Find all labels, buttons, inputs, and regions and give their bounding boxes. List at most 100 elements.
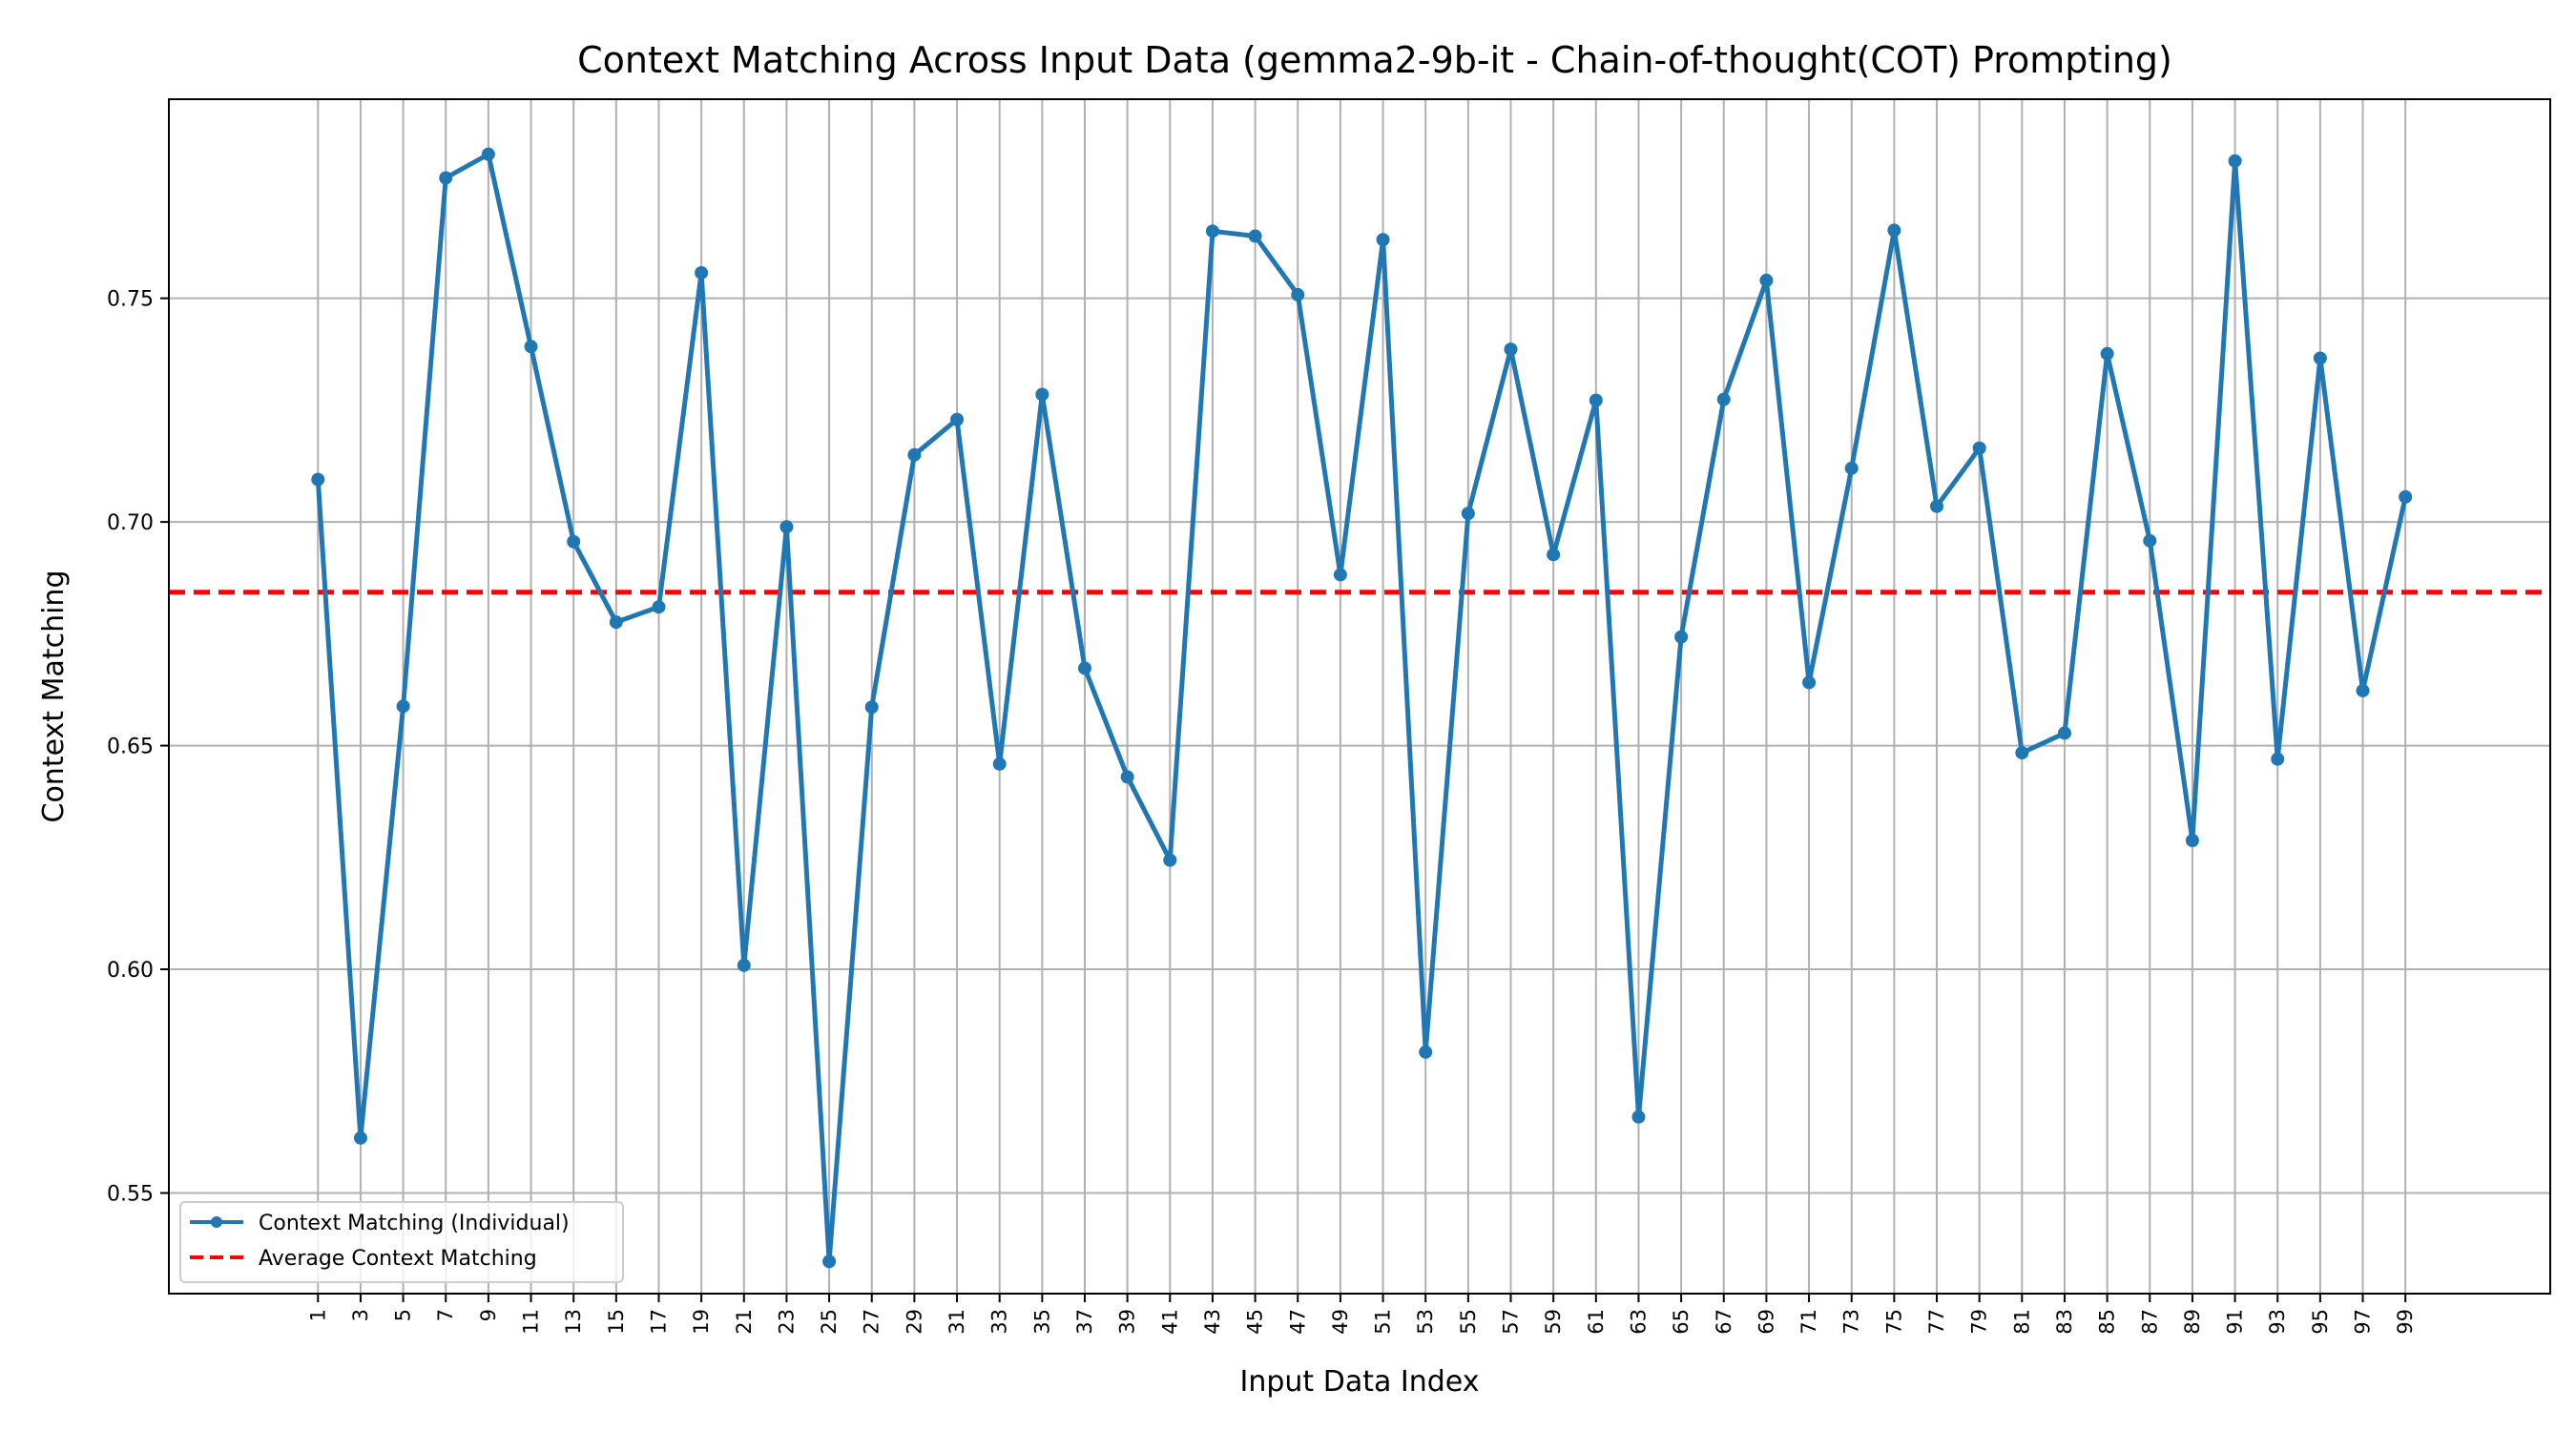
x-tick-label: 99 — [2394, 1309, 2417, 1335]
plot-frame — [168, 98, 2551, 1295]
x-tick-label: 21 — [733, 1309, 756, 1335]
x-tick-label: 13 — [562, 1309, 585, 1335]
x-tick-label: 1 — [306, 1309, 329, 1321]
data-point — [1333, 568, 1347, 582]
data-point — [1078, 661, 1091, 675]
data-point — [524, 340, 538, 354]
x-tick-label: 49 — [1329, 1309, 1352, 1335]
x-tick-label: 55 — [1457, 1309, 1480, 1335]
data-point — [1589, 393, 1603, 407]
x-tick-label: 41 — [1158, 1309, 1181, 1335]
data-point — [822, 1255, 837, 1269]
y-axis-label: Context Matching — [37, 570, 71, 823]
legend: Context Matching (Individual) Average Co… — [179, 1201, 624, 1283]
data-point — [1631, 1110, 1646, 1124]
legend-series-marker — [211, 1216, 222, 1228]
data-point — [1419, 1045, 1433, 1059]
x-tick-label: 15 — [605, 1309, 628, 1335]
x-tick-label: 27 — [861, 1309, 883, 1335]
x-tick-label: 71 — [1797, 1309, 1820, 1335]
data-point — [907, 447, 922, 462]
x-tick-label: 25 — [818, 1309, 841, 1335]
data-point — [2143, 533, 2157, 548]
series-layer — [311, 147, 2413, 1269]
x-tick-label: 61 — [1585, 1309, 1608, 1335]
series-line — [315, 152, 2408, 1264]
y-tick-label: 0.70 — [107, 511, 154, 535]
data-point — [1163, 853, 1177, 867]
x-tick-label: 89 — [2181, 1309, 2204, 1335]
data-point — [1248, 229, 1262, 243]
legend-series-label: Context Matching (Individual) — [259, 1212, 570, 1235]
data-point — [2356, 683, 2370, 697]
data-point — [1887, 223, 1901, 238]
x-tick-label: 51 — [1372, 1309, 1395, 1335]
x-tick-label: 53 — [1414, 1309, 1437, 1335]
data-point — [353, 1130, 367, 1145]
x-tick-label: 39 — [1116, 1309, 1139, 1335]
data-point — [737, 958, 751, 972]
data-point — [1205, 224, 1219, 238]
data-point — [2228, 154, 2242, 168]
data-point — [1035, 387, 1049, 402]
data-point — [2313, 351, 2327, 365]
x-tick-label: 67 — [1713, 1309, 1735, 1335]
y-axis-ticks: 0.55 0.60 0.65 0.70 0.75 — [107, 288, 169, 1206]
data-point — [1844, 461, 1859, 475]
y-tick-label: 0.55 — [107, 1182, 154, 1206]
x-tick-label: 31 — [945, 1309, 968, 1335]
data-point — [2100, 346, 2114, 361]
x-tick-label: 57 — [1500, 1309, 1523, 1335]
y-tick-label: 0.75 — [107, 288, 154, 312]
data-point — [992, 757, 1007, 771]
x-tick-label: 33 — [988, 1309, 1011, 1335]
data-point — [1461, 507, 1475, 521]
x-tick-label: 93 — [2266, 1309, 2289, 1335]
x-tick-label: 91 — [2224, 1309, 2247, 1335]
data-point — [1547, 548, 1561, 562]
x-tick-label: 43 — [1201, 1309, 1224, 1335]
y-tick-label: 0.60 — [107, 959, 154, 983]
legend-average-label: Average Context Matching — [259, 1247, 537, 1271]
data-point — [2185, 833, 2199, 847]
data-point — [652, 600, 666, 614]
x-tick-label: 85 — [2096, 1309, 2119, 1335]
x-tick-label: 37 — [1073, 1309, 1096, 1335]
x-tick-label: 65 — [1670, 1309, 1693, 1335]
y-tick-label: 0.65 — [107, 736, 154, 759]
x-tick-label: 69 — [1755, 1309, 1777, 1335]
data-point — [1120, 770, 1134, 784]
x-tick-label: 77 — [1925, 1309, 1948, 1335]
data-point — [1802, 675, 1817, 690]
x-tick-label: 47 — [1286, 1309, 1309, 1335]
x-tick-label: 11 — [520, 1309, 543, 1335]
x-tick-label: 23 — [775, 1309, 798, 1335]
x-axis-ticks: 1 3 5 7 9 11 13 15 17 19 21 23 25 27 29 31 33 35 37 39 41 43 4… — [306, 1294, 2417, 1335]
data-point — [609, 615, 623, 630]
x-tick-label: 3 — [349, 1309, 372, 1321]
data-point — [695, 265, 709, 280]
data-point — [1376, 233, 1390, 247]
data-point — [2399, 489, 2413, 504]
x-tick-label: 9 — [477, 1309, 500, 1321]
data-point — [864, 700, 879, 715]
x-tick-label: 87 — [2138, 1309, 2161, 1335]
data-point — [1930, 499, 1944, 513]
data-point — [1504, 342, 1518, 357]
x-tick-label: 73 — [1840, 1309, 1863, 1335]
x-tick-label: 7 — [434, 1309, 457, 1321]
x-tick-label: 29 — [903, 1309, 925, 1335]
data-point — [396, 699, 410, 714]
x-tick-label: 79 — [1968, 1309, 1991, 1335]
x-tick-label: 35 — [1030, 1309, 1053, 1335]
data-point — [2271, 752, 2285, 766]
data-point — [1674, 630, 1689, 644]
x-tick-label: 59 — [1542, 1309, 1565, 1335]
data-point — [950, 412, 965, 426]
data-point — [567, 534, 581, 549]
data-point — [2015, 746, 2029, 760]
data-point — [1291, 287, 1305, 301]
data-point — [779, 520, 794, 534]
x-tick-label: 97 — [2352, 1309, 2375, 1335]
